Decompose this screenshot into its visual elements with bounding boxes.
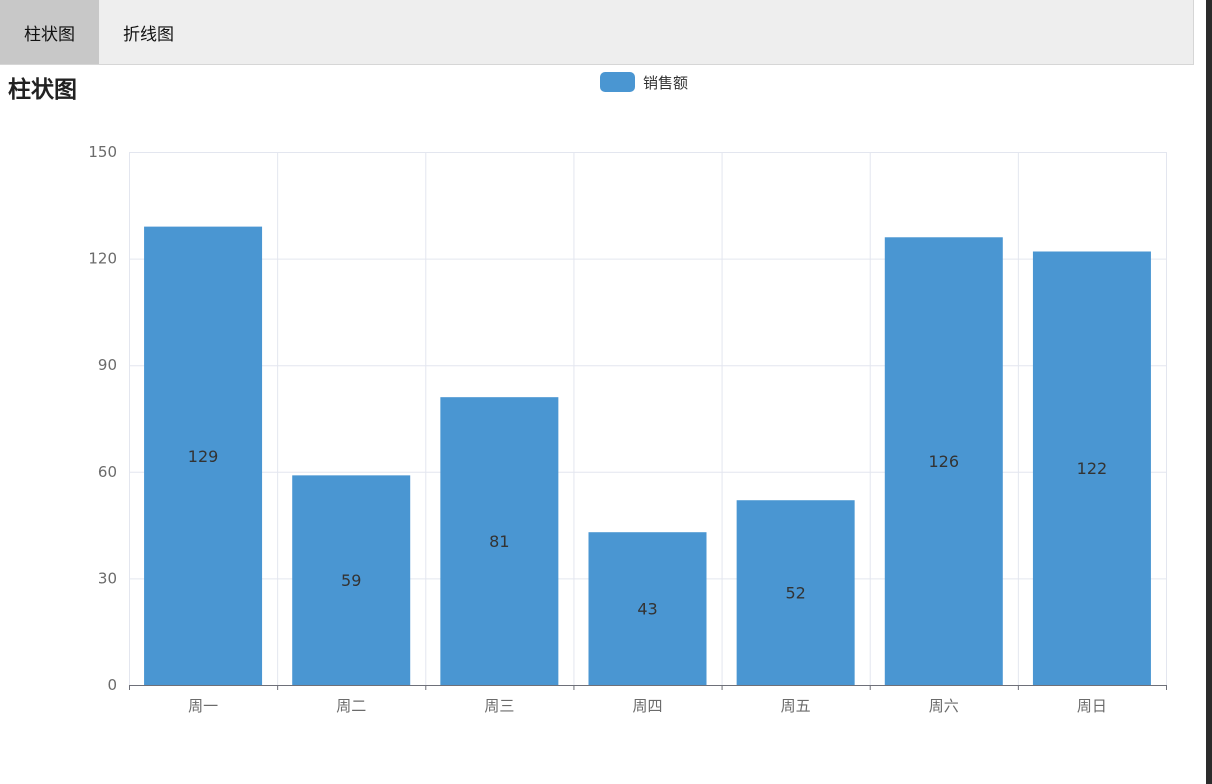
x-tick-label: 周二 xyxy=(336,697,366,715)
x-tick-label: 周一 xyxy=(188,697,218,715)
x-tick-label: 周六 xyxy=(929,697,959,715)
x-tick-label: 周三 xyxy=(484,697,514,715)
y-tick-label: 0 xyxy=(107,676,117,694)
data-label: 52 xyxy=(785,584,805,603)
bar[interactable] xyxy=(884,237,1003,685)
data-label: 126 xyxy=(929,452,960,471)
chart-title: 柱状图 xyxy=(8,77,77,103)
tab-line-chart[interactable]: 折线图 xyxy=(123,24,174,45)
bar[interactable] xyxy=(1032,251,1151,685)
legend-swatch xyxy=(600,72,635,92)
x-tick-label: 周四 xyxy=(632,697,662,715)
y-tick-label: 60 xyxy=(98,463,117,481)
y-tick-label: 90 xyxy=(98,356,117,374)
data-label: 122 xyxy=(1077,459,1108,478)
data-label: 59 xyxy=(341,571,361,590)
bar[interactable] xyxy=(736,500,855,685)
y-tick-label: 30 xyxy=(98,569,117,587)
legend-label: 销售额 xyxy=(643,73,689,92)
x-tick-label: 周五 xyxy=(781,697,811,715)
y-tick-label: 150 xyxy=(88,143,117,161)
tab-bar-chart[interactable]: 柱状图 xyxy=(0,0,99,64)
tab-bar: 柱状图 折线图 xyxy=(0,0,1194,65)
data-label: 129 xyxy=(188,447,219,466)
data-label: 81 xyxy=(489,532,509,551)
chart-legend[interactable]: 销售额 xyxy=(600,72,688,92)
bar[interactable] xyxy=(440,397,559,685)
data-label: 43 xyxy=(637,600,657,619)
bar[interactable] xyxy=(588,532,707,685)
bar[interactable] xyxy=(144,226,263,685)
x-tick-label: 周日 xyxy=(1077,697,1107,715)
y-tick-label: 120 xyxy=(88,250,117,268)
bar[interactable] xyxy=(292,475,411,685)
